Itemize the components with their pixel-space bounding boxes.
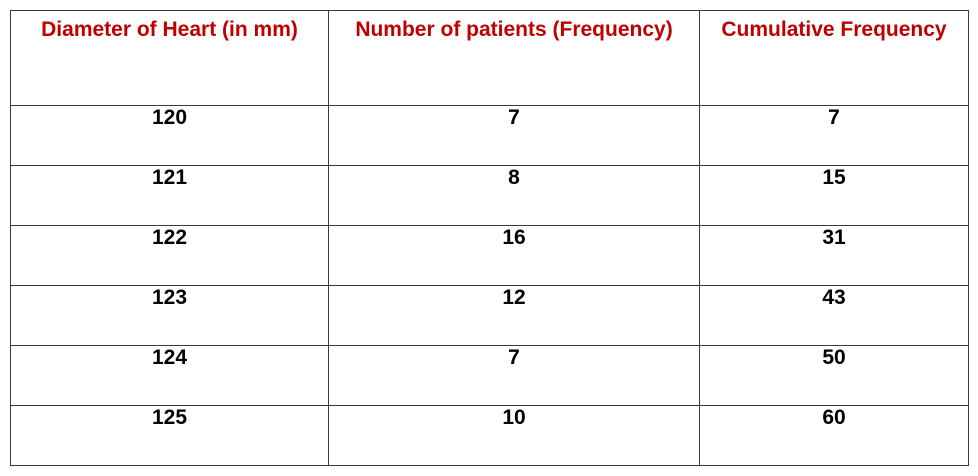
header-cumulative-frequency-label: Cumulative Frequency xyxy=(721,18,947,41)
cell-cumulative-frequency: 43 xyxy=(699,285,969,346)
table-row: 120 7 7 xyxy=(10,105,969,166)
cell-cumulative-frequency: 15 xyxy=(699,165,969,226)
cell-cumulative-frequency: 31 xyxy=(699,225,969,286)
frequency-table: Diameter of Heart (in mm) Number of pati… xyxy=(10,10,969,466)
cell-frequency: 8 xyxy=(328,165,700,226)
table-header-row: Diameter of Heart (in mm) Number of pati… xyxy=(10,10,969,106)
cell-diameter: 123 xyxy=(10,285,329,346)
header-number-of-patients: Number of patients (Frequency) xyxy=(328,10,700,106)
cell-diameter: 122 xyxy=(10,225,329,286)
cell-frequency: 16 xyxy=(328,225,700,286)
cell-frequency: 12 xyxy=(328,285,700,346)
table-row: 121 8 15 xyxy=(10,165,969,226)
table-row: 122 16 31 xyxy=(10,225,969,286)
header-diameter: Diameter of Heart (in mm) xyxy=(10,10,329,106)
cell-cumulative-frequency: 50 xyxy=(699,345,969,406)
table-row: 125 10 60 xyxy=(10,405,969,466)
cell-cumulative-frequency: 60 xyxy=(699,405,969,466)
cell-frequency: 7 xyxy=(328,105,700,166)
table-row: 123 12 43 xyxy=(10,285,969,346)
cell-frequency: 7 xyxy=(328,345,700,406)
cell-frequency: 10 xyxy=(328,405,700,466)
cell-diameter: 125 xyxy=(10,405,329,466)
header-cumulative-frequency: Cumulative Frequency xyxy=(699,10,969,106)
cell-diameter: 120 xyxy=(10,105,329,166)
cell-cumulative-frequency: 7 xyxy=(699,105,969,166)
cell-diameter: 121 xyxy=(10,165,329,226)
header-diameter-label: Diameter of Heart (in mm) xyxy=(41,18,298,41)
header-number-of-patients-label: Number of patients (Frequency) xyxy=(355,18,673,41)
table-row: 124 7 50 xyxy=(10,345,969,406)
cell-diameter: 124 xyxy=(10,345,329,406)
